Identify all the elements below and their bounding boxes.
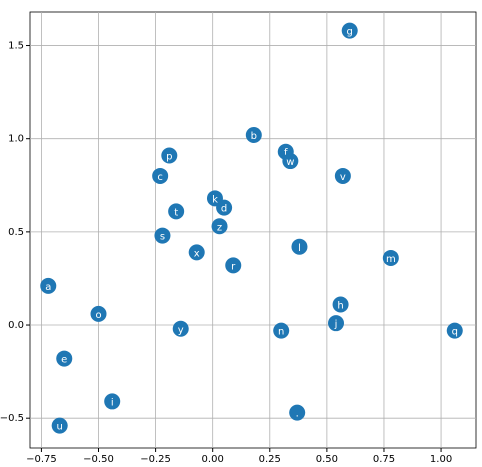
point bbox=[211, 218, 228, 235]
point-label: f bbox=[284, 148, 288, 159]
point-label: z bbox=[217, 222, 222, 233]
x-tick-label: −0.50 bbox=[83, 454, 114, 463]
y-tick-label: 0.0 bbox=[8, 320, 24, 331]
point-label: p bbox=[166, 151, 172, 162]
point-label: l bbox=[298, 243, 301, 254]
point bbox=[216, 199, 233, 216]
x-tick-label: 0.50 bbox=[316, 454, 338, 463]
point bbox=[382, 249, 399, 266]
point-label: g bbox=[347, 27, 353, 38]
point bbox=[172, 320, 189, 337]
point bbox=[282, 153, 299, 170]
point bbox=[291, 238, 308, 255]
x-tick-label: −0.75 bbox=[26, 454, 57, 463]
point bbox=[332, 296, 349, 313]
y-tick-label: 1.5 bbox=[8, 41, 24, 52]
y-tick-label: 1.0 bbox=[8, 134, 24, 145]
point-label: v bbox=[340, 172, 346, 183]
point-label: b bbox=[251, 131, 257, 142]
point-label: r bbox=[231, 261, 236, 272]
x-tick-label: 0.00 bbox=[202, 454, 224, 463]
point-label: a bbox=[45, 282, 51, 293]
x-tick-label: 1.00 bbox=[430, 454, 452, 463]
point bbox=[341, 22, 358, 39]
point-label: j bbox=[334, 319, 338, 330]
x-tick-label: 0.75 bbox=[373, 454, 395, 463]
point bbox=[245, 126, 262, 143]
x-tick-label: −0.25 bbox=[140, 454, 171, 463]
point bbox=[273, 322, 290, 339]
point bbox=[40, 277, 57, 294]
x-tick-label: 0.25 bbox=[259, 454, 281, 463]
point-label: s bbox=[160, 232, 165, 243]
point-label: h bbox=[337, 301, 343, 312]
point bbox=[90, 305, 107, 322]
point-label: i bbox=[111, 397, 114, 408]
plot-frame bbox=[29, 11, 477, 449]
point-label: c bbox=[157, 172, 163, 183]
point-label: e bbox=[61, 355, 67, 366]
point-label: n bbox=[278, 327, 284, 338]
point-label: m bbox=[386, 254, 396, 265]
point bbox=[289, 404, 306, 421]
point-label: o bbox=[95, 310, 101, 321]
point bbox=[104, 393, 121, 410]
point bbox=[56, 350, 73, 367]
point bbox=[154, 227, 171, 244]
point-label: q bbox=[452, 327, 458, 338]
point-label: d bbox=[221, 204, 227, 215]
point bbox=[168, 203, 185, 220]
point bbox=[446, 322, 463, 339]
point bbox=[161, 147, 178, 164]
point-label: t bbox=[174, 207, 178, 218]
point bbox=[152, 167, 169, 184]
point bbox=[334, 167, 351, 184]
y-tick-label: 0.5 bbox=[8, 227, 24, 238]
point bbox=[188, 244, 205, 261]
point-label: k bbox=[212, 194, 218, 205]
point-label: y bbox=[178, 325, 184, 336]
point bbox=[328, 315, 345, 332]
point-label: x bbox=[194, 248, 200, 259]
point bbox=[225, 257, 242, 274]
point bbox=[51, 417, 68, 434]
y-tick-label: −0.5 bbox=[0, 413, 24, 424]
point-label: . bbox=[296, 409, 299, 420]
point-label: w bbox=[286, 157, 294, 168]
point-label: u bbox=[57, 422, 63, 433]
